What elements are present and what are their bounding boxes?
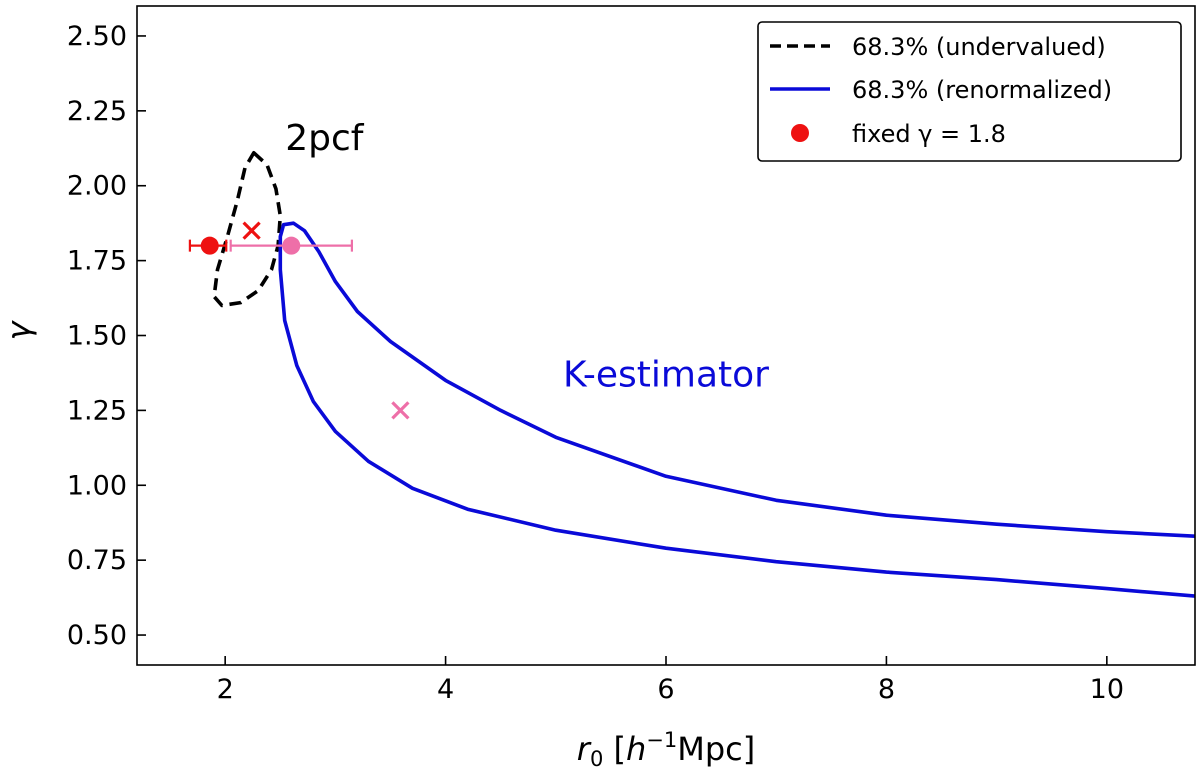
x-tick-label-6: 6 bbox=[657, 674, 674, 705]
y-tick-label-1.5: 1.50 bbox=[67, 321, 127, 352]
y-tick-label-0.5: 0.50 bbox=[67, 620, 127, 651]
y-axis-label: γ bbox=[0, 319, 38, 340]
y-tick-label-2.25: 2.25 bbox=[67, 96, 127, 127]
x-axis-label-post: Mpc] bbox=[677, 730, 755, 768]
y-tick-label-1.25: 1.25 bbox=[67, 395, 127, 426]
y-tick-label-2: 2.00 bbox=[67, 171, 127, 202]
x-axis-label-h: h bbox=[626, 730, 646, 768]
y-tick-label-0.75: 0.75 bbox=[67, 545, 127, 576]
y-tick-label-1: 1.00 bbox=[67, 470, 127, 501]
x-axis-label-exp: −1 bbox=[646, 728, 677, 752]
x-axis-label-sub: 0 bbox=[590, 747, 603, 771]
point-marker-fixed-1-8-2pcf bbox=[200, 236, 219, 255]
legend-marker-fixed-gamma bbox=[791, 124, 809, 142]
legend-label-renormalized: 68.3% (renormalized) bbox=[852, 76, 1112, 104]
x-tick-label-2: 2 bbox=[217, 674, 234, 705]
x-tick-label-8: 8 bbox=[878, 674, 895, 705]
series-line-68-3-renormalized bbox=[278, 221, 1195, 598]
y-tick-label-2.5: 2.50 bbox=[67, 21, 127, 52]
cross-marker-k-estimator-best-fit bbox=[391, 401, 410, 420]
cross-marker-2pcf-best-fit bbox=[242, 221, 261, 240]
axes-frame bbox=[136, 5, 1196, 666]
plot-layer bbox=[188, 151, 1195, 598]
y-tick-label-1.75: 1.75 bbox=[67, 246, 127, 277]
legend-label-fixed-gamma: fixed γ = 1.8 bbox=[852, 120, 1006, 148]
point-marker-fixed-1-8-k-estimator bbox=[282, 236, 301, 255]
annotation-2pcf: 2pcf bbox=[285, 118, 365, 159]
x-axis-label: r0 [h−1Mpc] bbox=[577, 728, 755, 771]
legend-label-undervalued: 68.3% (undervalued) bbox=[852, 33, 1106, 61]
series-line-68-3-undervalued bbox=[212, 151, 283, 308]
x-axis-label-base: r bbox=[577, 730, 592, 768]
x-axis-label-pre: [ bbox=[603, 730, 626, 768]
y-ticks: 0.50 0.75 1.00 1.25 1.50 1.75 2.00 2.25 2.50 bbox=[67, 21, 146, 651]
x-ticks: 2 4 6 8 10 bbox=[217, 656, 1124, 705]
legend-frame bbox=[757, 21, 1182, 162]
x-tick-label-10: 10 bbox=[1090, 674, 1124, 705]
x-tick-label-4: 4 bbox=[437, 674, 454, 705]
legend: 68.3% (undervalued) 68.3% (renormalized)… bbox=[757, 21, 1182, 162]
annotation-k-estimator: K-estimator bbox=[563, 354, 769, 395]
